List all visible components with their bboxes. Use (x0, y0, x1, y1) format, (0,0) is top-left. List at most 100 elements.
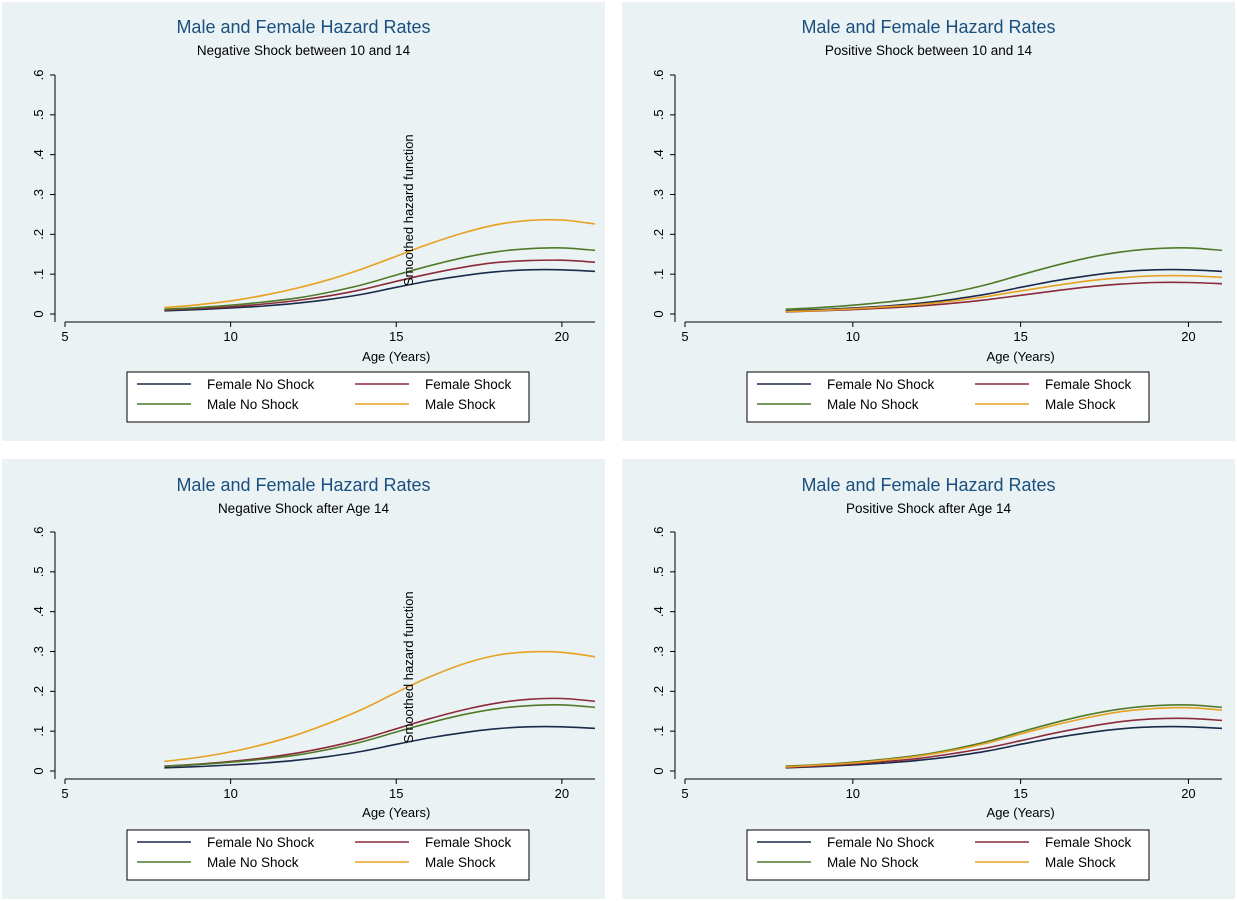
legend-label: Female No Shock (207, 377, 315, 392)
y-tick-label: .2 (651, 229, 666, 240)
x-tick-label: 5 (61, 329, 68, 344)
x-tick-label: 20 (1181, 329, 1195, 344)
legend: Female No Shock Female Shock Male No Shock… (746, 829, 1150, 881)
legend: Female No Shock Female Shock Male No Shock… (126, 829, 530, 881)
y-tick-label: .1 (31, 726, 46, 737)
series-line-male-no-shock (785, 247, 1223, 310)
y-tick-label: .4 (31, 149, 46, 160)
y-tick-label: .6 (651, 527, 666, 538)
y-tick-label: .3 (31, 646, 46, 657)
x-tick-label: 5 (61, 786, 68, 801)
legend-label: Male No Shock (207, 397, 299, 412)
legend-box (746, 371, 1150, 423)
y-tick-label: .5 (651, 109, 666, 120)
chart-panel-bottom-left: Male and Female Hazard Rates Negative Sho… (2, 459, 605, 899)
legend-label: Female Shock (425, 835, 512, 850)
legend: Female No Shock Female Shock Male No Shock… (126, 371, 530, 423)
y-tick-label: .2 (31, 686, 46, 697)
legend-label: Male Shock (425, 397, 496, 412)
legend-label: Male No Shock (207, 855, 299, 870)
legend-label: Male Shock (1045, 855, 1116, 870)
legend-box (126, 829, 530, 881)
legend: Female No Shock Female Shock Male No Shock… (746, 371, 1150, 423)
legend-label: Female Shock (1045, 835, 1132, 850)
x-tick-label: 5 (681, 329, 688, 344)
x-tick-label: 20 (1181, 786, 1195, 801)
series-line-female-no-shock (164, 268, 596, 312)
y-tick-label: .1 (31, 269, 46, 280)
x-tick-label: 10 (846, 786, 860, 801)
y-tick-label: .3 (651, 646, 666, 657)
chart-subtitle: Negative Shock between 10 and 14 (197, 43, 411, 58)
series-line-male-shock (164, 650, 596, 763)
x-axis-label: Age (Years) (362, 805, 430, 820)
y-tick-label: .4 (651, 606, 666, 617)
chart-svg: Male and Female Hazard Rates Negative Sho… (31, 17, 596, 423)
series-line-male-no-shock (164, 704, 596, 767)
chart-title: Male and Female Hazard Rates (801, 17, 1055, 37)
series-line-male-no-shock (785, 704, 1223, 767)
legend-box (746, 829, 1150, 881)
y-tick-label: .1 (651, 726, 666, 737)
legend-label: Female No Shock (827, 377, 935, 392)
x-tick-label: 10 (223, 786, 237, 801)
chart-subtitle: Positive Shock between 10 and 14 (825, 43, 1033, 58)
x-tick-label: 20 (555, 329, 569, 344)
y-tick-label: .4 (651, 149, 666, 160)
y-tick-label: 0 (31, 767, 46, 774)
y-tick-label: 0 (31, 310, 46, 317)
y-tick-label: 0 (651, 767, 666, 774)
legend-box (126, 371, 530, 423)
y-tick-label: .2 (651, 686, 666, 697)
x-tick-label: 10 (223, 329, 237, 344)
y-tick-label: .5 (31, 566, 46, 577)
chart-annotation: Smoothed hazard function (401, 591, 416, 743)
legend-label: Female Shock (425, 377, 512, 392)
y-tick-label: .4 (31, 606, 46, 617)
series-line-male-no-shock (164, 247, 596, 310)
series-line-male-shock (164, 218, 596, 309)
chart-svg: Male and Female Hazard Rates Positive Sho… (651, 475, 1223, 881)
legend-label: Female No Shock (207, 835, 315, 850)
series-line-male-shock (785, 706, 1223, 768)
x-axis-label: Age (Years) (987, 349, 1055, 364)
chart-panel-top-right: Male and Female Hazard Rates Positive Sho… (622, 2, 1235, 441)
x-tick-label: 15 (1013, 329, 1027, 344)
x-tick-label: 15 (1013, 786, 1027, 801)
chart-panel-bottom-right: Male and Female Hazard Rates Positive Sho… (622, 459, 1235, 899)
chart-annotation: Smoothed hazard function (401, 134, 416, 286)
series-line-female-no-shock (164, 725, 596, 769)
y-tick-label: .6 (31, 527, 46, 538)
y-tick-label: .3 (31, 189, 46, 200)
y-tick-label: .6 (651, 70, 666, 81)
y-tick-label: .5 (651, 566, 666, 577)
chart-svg: Male and Female Hazard Rates Negative Sho… (31, 475, 596, 881)
series-line-female-shock (164, 697, 596, 767)
y-tick-label: 0 (651, 310, 666, 317)
series-line-female-shock (785, 281, 1223, 313)
x-axis-label: Age (Years) (362, 349, 430, 364)
chart-title: Male and Female Hazard Rates (176, 475, 430, 495)
legend-label: Female Shock (1045, 377, 1132, 392)
x-tick-label: 15 (389, 786, 403, 801)
x-tick-label: 10 (846, 329, 860, 344)
chart-subtitle: Positive Shock after Age 14 (846, 501, 1012, 516)
y-tick-label: .5 (31, 109, 46, 120)
x-tick-label: 20 (555, 786, 569, 801)
legend-label: Male No Shock (827, 855, 919, 870)
y-tick-label: .6 (31, 70, 46, 81)
x-tick-label: 15 (389, 329, 403, 344)
y-tick-label: .1 (651, 269, 666, 280)
y-tick-label: .3 (651, 189, 666, 200)
series-line-female-shock (785, 717, 1223, 769)
x-tick-label: 5 (681, 786, 688, 801)
series-line-female-no-shock (785, 725, 1223, 769)
series-line-female-shock (164, 259, 596, 311)
chart-title: Male and Female Hazard Rates (801, 475, 1055, 495)
chart-svg: Male and Female Hazard Rates Positive Sho… (651, 17, 1223, 423)
legend-label: Female No Shock (827, 835, 935, 850)
x-axis-label: Age (Years) (987, 805, 1055, 820)
y-tick-label: .2 (31, 229, 46, 240)
legend-label: Male Shock (1045, 397, 1116, 412)
chart-title: Male and Female Hazard Rates (176, 17, 430, 37)
